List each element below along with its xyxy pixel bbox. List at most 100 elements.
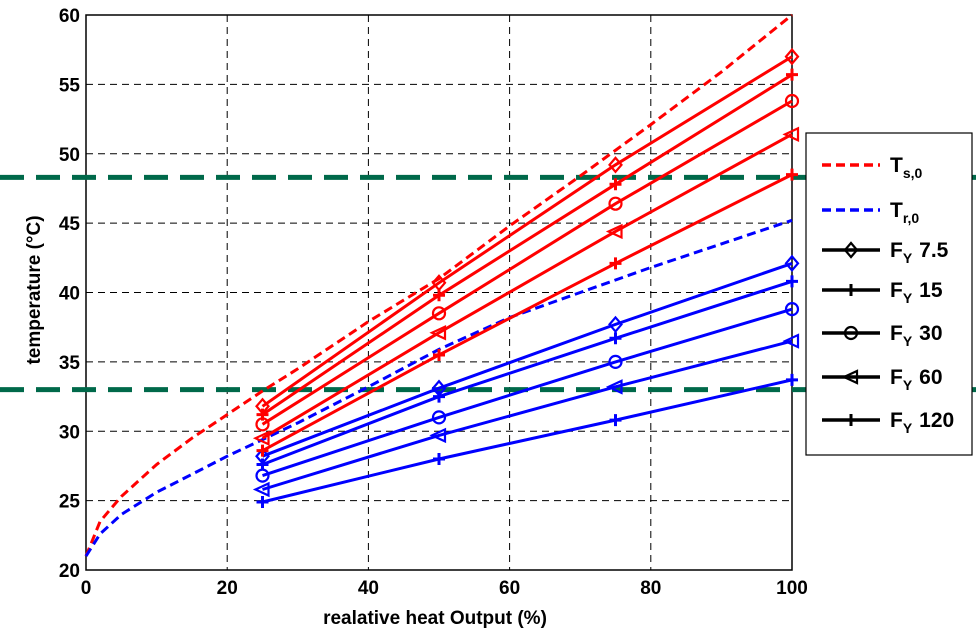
data-point bbox=[256, 444, 269, 457]
data-point bbox=[784, 302, 800, 317]
x-tick-label: 80 bbox=[640, 578, 661, 599]
legend-label-main: F bbox=[890, 409, 903, 432]
y-tick-label: 20 bbox=[59, 561, 80, 582]
y-tick-label: 40 bbox=[59, 284, 80, 305]
data-point bbox=[786, 373, 798, 386]
legend-label-main: T bbox=[890, 199, 903, 222]
data-point bbox=[609, 178, 622, 191]
series-line-return bbox=[262, 378, 793, 504]
data-point bbox=[433, 289, 445, 302]
data-point bbox=[608, 156, 623, 174]
data-point bbox=[786, 68, 798, 81]
data-point bbox=[252, 481, 270, 498]
y-tick-label: 45 bbox=[59, 214, 81, 235]
data-point bbox=[429, 325, 447, 341]
legend-label-sub: Y bbox=[903, 377, 913, 393]
legend-label-value: 7.5 bbox=[919, 239, 949, 262]
data-point bbox=[786, 275, 798, 288]
y-tick-label: 50 bbox=[59, 145, 80, 166]
data-point bbox=[608, 315, 623, 334]
legend-label-value: 30 bbox=[919, 322, 942, 345]
legend-label-main: F bbox=[890, 279, 903, 302]
legend-box bbox=[805, 132, 973, 456]
x-tick-label: 60 bbox=[499, 578, 520, 599]
data-point bbox=[843, 241, 859, 259]
data-point bbox=[431, 306, 447, 321]
data-point bbox=[605, 379, 623, 395]
data-point bbox=[843, 325, 859, 341]
data-point bbox=[608, 196, 623, 211]
data-point bbox=[256, 496, 269, 509]
data-point bbox=[605, 223, 623, 240]
series-line-supply bbox=[261, 173, 793, 453]
x-tick-label: 0 bbox=[81, 578, 92, 599]
x-tick-labels: 0 20 40 60 80 100 bbox=[81, 578, 808, 599]
data-point bbox=[845, 414, 857, 426]
legend-label: Ts,0 bbox=[890, 154, 923, 181]
data-point bbox=[784, 47, 800, 66]
series-line-supply bbox=[261, 132, 793, 440]
legend-label-main: F bbox=[890, 239, 903, 262]
y-tick-label: 60 bbox=[59, 6, 80, 27]
legend-label-sub: Y bbox=[903, 250, 913, 266]
x-tick-label: 100 bbox=[776, 578, 808, 599]
data-series bbox=[252, 47, 800, 509]
x-tick-label: 20 bbox=[217, 578, 238, 599]
data-point bbox=[429, 427, 447, 444]
curve-line bbox=[84, 13, 793, 557]
data-point bbox=[784, 93, 800, 109]
data-point bbox=[252, 430, 270, 446]
legend-label-sub: r,0 bbox=[903, 210, 920, 226]
y-tick-label: 35 bbox=[59, 353, 81, 374]
data-point bbox=[782, 126, 800, 143]
series-line-supply bbox=[261, 55, 793, 408]
series-line-supply bbox=[261, 99, 793, 426]
legend-label-value: 120 bbox=[919, 409, 954, 432]
series-line-return bbox=[262, 307, 793, 478]
dashed-curves bbox=[84, 13, 793, 557]
data-point bbox=[255, 468, 270, 483]
legend-label: FY 120 bbox=[890, 409, 954, 436]
series-line-supply bbox=[261, 73, 793, 416]
series-line-return bbox=[261, 279, 793, 466]
legend-label: FY 7.5 bbox=[890, 239, 949, 266]
data-point bbox=[431, 410, 447, 425]
legend-label: FY 15 bbox=[890, 279, 943, 306]
legend-label-sub: Y bbox=[903, 290, 913, 306]
data-point bbox=[609, 414, 622, 427]
legend-label-sub: Y bbox=[903, 420, 913, 436]
series-line-return bbox=[262, 339, 793, 491]
data-point bbox=[782, 333, 800, 349]
legend-label: FY 60 bbox=[890, 366, 943, 393]
data-point bbox=[845, 284, 857, 296]
legend-label-sub: s,0 bbox=[903, 165, 923, 181]
series-line-return bbox=[261, 261, 793, 458]
data-point bbox=[256, 458, 269, 471]
data-point bbox=[433, 348, 445, 361]
data-point bbox=[841, 369, 859, 385]
data-point bbox=[255, 417, 270, 432]
data-point bbox=[786, 168, 798, 181]
y-tick-labels: 20 25 30 35 40 45 50 55 60 bbox=[59, 6, 81, 582]
legend-label: FY 30 bbox=[890, 322, 943, 349]
x-axis-label: realative heat Output (%) bbox=[323, 608, 547, 629]
data-point bbox=[433, 390, 445, 403]
y-tick-label: 55 bbox=[59, 75, 81, 96]
y-axis-label: temperature (°C) bbox=[24, 215, 45, 364]
legend-label-main: F bbox=[890, 366, 903, 389]
x-tick-label: 40 bbox=[358, 578, 379, 599]
data-point bbox=[608, 354, 623, 369]
legend-label-value: 15 bbox=[919, 279, 943, 302]
data-point bbox=[609, 332, 622, 345]
legend-label: Tr,0 bbox=[890, 199, 919, 226]
legend-label-sub: Y bbox=[903, 333, 913, 349]
legend-label-value: 60 bbox=[919, 366, 942, 389]
curve-line bbox=[84, 218, 793, 557]
y-tick-label: 30 bbox=[59, 422, 80, 443]
data-point bbox=[609, 257, 622, 270]
data-point bbox=[784, 254, 800, 273]
data-point bbox=[433, 453, 445, 465]
legend-label-main: T bbox=[890, 154, 903, 177]
